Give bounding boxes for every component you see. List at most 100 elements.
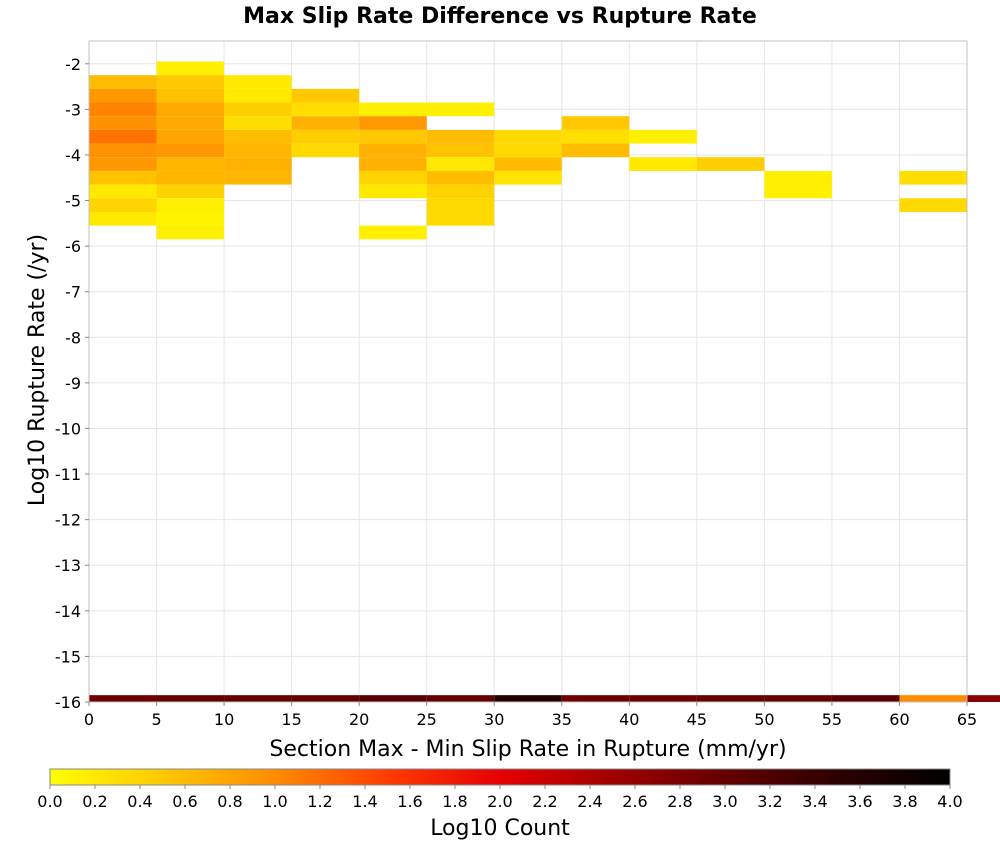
heatmap-cell — [359, 143, 427, 158]
heatmap-cell — [156, 211, 225, 226]
colorbar-tick-label: 3.8 — [892, 792, 917, 811]
y-tick-label: -2 — [65, 55, 81, 74]
colorbar-tick-label: 0.4 — [127, 792, 152, 811]
heatmap-cell — [494, 157, 562, 171]
heatmap-cell — [426, 184, 495, 199]
heatmap-cell — [89, 184, 157, 199]
y-tick-label: -16 — [55, 693, 81, 712]
y-tick-label: -9 — [65, 374, 81, 393]
heatmap-cell — [291, 143, 360, 158]
heatmap-cell-bottom-row — [156, 695, 225, 702]
heatmap-cell — [359, 129, 427, 144]
colorbar-tick-label: 3.2 — [757, 792, 782, 811]
x-tick-label: 45 — [687, 710, 707, 729]
x-tick-label: 25 — [417, 710, 437, 729]
heatmap-cell — [89, 170, 157, 185]
y-tick-label: -13 — [55, 556, 81, 575]
heatmap-cell — [629, 157, 697, 171]
heatmap-cell — [89, 75, 157, 89]
colorbar-tick-label: 1.6 — [397, 792, 422, 811]
x-tick-label: 15 — [281, 710, 301, 729]
heatmap-cell — [359, 116, 427, 130]
colorbar-tick-label: 2.8 — [667, 792, 692, 811]
colorbar-tick-label: 1.2 — [307, 792, 332, 811]
colorbar-tick-label: 1.8 — [442, 792, 467, 811]
colorbar-tick-label: 2.2 — [532, 792, 557, 811]
x-tick-label: 65 — [957, 710, 977, 729]
heatmap-cell — [899, 170, 967, 185]
chart-title: Max Slip Rate Difference vs Rupture Rate — [243, 4, 757, 29]
colorbar-label: Log10 Count — [430, 816, 570, 841]
heatmap-cell-bottom-row — [899, 695, 967, 702]
heatmap-cell — [224, 116, 292, 130]
heatmap-cell — [426, 198, 495, 212]
colorbar — [49, 768, 951, 786]
x-tick-label: 0 — [84, 710, 94, 729]
heatmap-cell-bottom-row — [426, 695, 495, 702]
colorbar-tick-label: 2.0 — [487, 792, 512, 811]
y-axis-ticks: -2 -3 -4 -5 -6 -7 -8 -9 -10 -11 -12 -13 -14 -15 -16 — [55, 55, 89, 712]
x-tick-label: 50 — [754, 710, 774, 729]
colorbar-tick-label: 4.0 — [937, 792, 962, 811]
colorbar-tick-label: 0.8 — [217, 792, 242, 811]
heatmap-cell — [494, 170, 562, 185]
heatmap-cell — [359, 184, 427, 199]
heatmap-cell — [224, 75, 292, 89]
x-tick-label: 55 — [822, 710, 842, 729]
colorbar-ticks: 0.0 0.2 0.4 0.6 0.8 1.0 1.2 1.4 1.6 1.8 2.0 2.2 2.4 2… — [37, 785, 963, 811]
colorbar-tick-label: 3.0 — [712, 792, 737, 811]
heatmap-cell — [426, 143, 495, 158]
x-tick-label: 35 — [552, 710, 572, 729]
plot-area-frame — [88, 40, 968, 703]
heatmap-cell — [426, 170, 495, 185]
colorbar-tick-label: 1.4 — [352, 792, 377, 811]
heatmap-cell — [426, 157, 495, 171]
y-tick-label: -6 — [65, 237, 81, 256]
x-axis-ticks: 0 5 10 15 20 25 30 35 40 45 50 55 60 65 — [84, 702, 977, 729]
heatmap-cell — [764, 170, 832, 185]
heatmap-cell — [426, 102, 495, 117]
y-tick-label: -15 — [55, 647, 81, 666]
x-tick-label: 20 — [349, 710, 369, 729]
heatmap-cell — [291, 88, 360, 103]
heatmap-cell — [156, 170, 225, 185]
heatmap-cell-bottom-row — [696, 695, 765, 702]
heatmap-cell — [89, 198, 157, 212]
x-tick-label: 60 — [889, 710, 909, 729]
heatmap-cell-bottom-row — [494, 695, 562, 702]
heatmap-cell-bottom-row — [561, 695, 630, 702]
y-tick-label: -8 — [65, 328, 81, 347]
heatmap-cell — [156, 184, 225, 199]
heatmap-cell — [291, 116, 360, 130]
heatmap-cell-bottom-row — [224, 695, 292, 702]
heatmap-cell — [359, 157, 427, 171]
heatmap-cell — [89, 143, 157, 158]
y-tick-label: -10 — [55, 419, 81, 438]
x-tick-label: 40 — [619, 710, 639, 729]
heatmap-cell-bottom-row — [359, 695, 427, 702]
heatmap-cell — [494, 129, 562, 144]
y-tick-label: -11 — [55, 465, 81, 484]
heatmap-cell — [224, 143, 292, 158]
heatmap-cell — [89, 116, 157, 130]
heatmap-cell — [291, 102, 360, 117]
heatmap-cell — [89, 102, 157, 117]
y-tick-label: -3 — [65, 100, 81, 119]
colorbar-tick-label: 0.6 — [172, 792, 197, 811]
x-tick-label: 30 — [484, 710, 504, 729]
y-tick-label: -7 — [65, 283, 81, 302]
heatmap-cells — [89, 61, 1000, 702]
heatmap-cell — [224, 157, 292, 171]
heatmap-cell — [764, 184, 832, 199]
x-tick-label: 10 — [214, 710, 234, 729]
heatmap-cell — [156, 102, 225, 117]
heatmap-cell — [156, 116, 225, 130]
heatmap-cell — [291, 129, 360, 144]
heatmap-cell — [629, 129, 697, 144]
heatmap-cell — [156, 198, 225, 212]
colorbar-tick-label: 3.6 — [847, 792, 872, 811]
heatmap-cell — [89, 211, 157, 226]
heatmap-cell — [224, 88, 292, 103]
heatmap-cell — [156, 61, 225, 76]
